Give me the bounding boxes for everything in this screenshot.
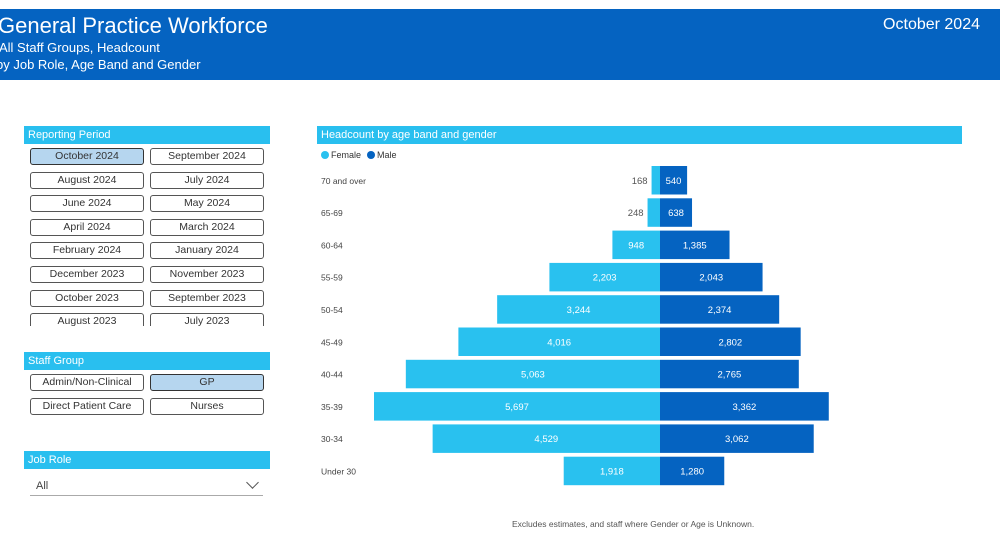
report-title: General Practice Workforce xyxy=(0,13,268,38)
male-value-label: 2,374 xyxy=(708,305,732,316)
male-swatch-icon xyxy=(367,151,376,159)
male-value-label: 1,280 xyxy=(680,466,704,477)
male-value-label: 3,362 xyxy=(732,402,756,413)
staff-group-option[interactable]: GP xyxy=(150,374,264,391)
bar-male[interactable] xyxy=(660,456,725,486)
period-option[interactable]: August 2024 xyxy=(30,171,144,189)
period-option[interactable]: April 2024 xyxy=(30,218,144,236)
chart-legend: Female Male xyxy=(321,150,397,160)
period-option[interactable]: October 2023 xyxy=(30,289,144,307)
period-option[interactable]: October 2024 xyxy=(30,148,144,165)
bar-male[interactable] xyxy=(660,198,693,227)
female-swatch-icon xyxy=(321,151,329,159)
age-band-label: 60-64 xyxy=(321,240,343,250)
bar-female[interactable] xyxy=(563,456,660,486)
job-role-heading: Job Role xyxy=(24,451,270,469)
bar-female[interactable] xyxy=(374,392,660,421)
age-band-label: 45-49 xyxy=(321,337,343,347)
reporting-period-heading: Reporting Period xyxy=(24,126,270,144)
legend-male[interactable]: Male xyxy=(367,150,397,160)
staff-group-option[interactable]: Direct Patient Care xyxy=(30,398,144,415)
period-option[interactable]: July 2023 xyxy=(150,313,264,326)
bar-female[interactable] xyxy=(458,327,660,357)
male-value-label: 3,062 xyxy=(725,434,749,445)
legend-male-label: Male xyxy=(377,150,397,160)
age-band-label: 70 and over xyxy=(321,176,366,186)
male-value-label: 2,765 xyxy=(718,370,742,381)
female-value-label: 5,063 xyxy=(521,370,545,381)
age-band-label: 65-69 xyxy=(321,208,343,218)
chart-footnote: Excludes estimates, and staff where Gend… xyxy=(512,519,755,529)
female-value-label: 5,697 xyxy=(505,402,529,413)
staff-group-heading: Staff Group xyxy=(24,352,270,370)
female-value-label: 4,016 xyxy=(547,337,571,348)
period-option[interactable]: February 2024 xyxy=(30,242,144,260)
reporting-period-slicer[interactable]: October 2024 September 2024 August 2024 Jul… xyxy=(24,145,270,326)
bar-female[interactable] xyxy=(651,166,660,195)
period-option[interactable]: August 2023 xyxy=(30,313,144,326)
current-period: October 2024 xyxy=(883,16,980,33)
bar-male[interactable] xyxy=(660,359,799,389)
female-value-label: 248 xyxy=(628,208,644,219)
bar-male[interactable] xyxy=(660,230,730,260)
period-option[interactable]: June 2024 xyxy=(30,195,144,213)
male-value-label: 2,043 xyxy=(699,273,723,284)
male-value-label: 1,385 xyxy=(683,240,707,251)
period-option[interactable]: March 2024 xyxy=(150,218,264,236)
male-value-label: 2,802 xyxy=(718,337,742,348)
female-value-label: 168 xyxy=(632,176,648,187)
age-band-label: 55-59 xyxy=(321,273,343,283)
period-option[interactable]: July 2024 xyxy=(150,171,264,189)
age-band-label: 35-39 xyxy=(321,402,343,412)
bar-male[interactable] xyxy=(660,295,780,324)
report-subtitle-breakdown: by Job Role, Age Band and Gender xyxy=(0,57,201,72)
legend-female[interactable]: Female xyxy=(321,150,361,160)
bar-female[interactable] xyxy=(549,262,660,292)
period-option[interactable]: September 2024 xyxy=(150,148,264,165)
staff-group-option[interactable]: Nurses xyxy=(150,398,264,415)
report-header: General Practice Workforce All Staff Gro… xyxy=(0,9,1000,80)
bar-female[interactable] xyxy=(432,424,660,453)
female-value-label: 4,529 xyxy=(534,434,558,445)
female-value-label: 2,203 xyxy=(593,273,617,284)
staff-group-option[interactable]: Admin/Non-Clinical xyxy=(30,374,144,391)
female-value-label: 1,918 xyxy=(600,466,624,477)
period-option[interactable]: May 2024 xyxy=(150,195,264,213)
female-value-label: 948 xyxy=(628,240,644,251)
bar-male[interactable] xyxy=(660,327,801,357)
age-band-label: 30-34 xyxy=(321,434,343,444)
period-option[interactable]: November 2023 xyxy=(150,266,264,283)
male-value-label: 540 xyxy=(666,176,682,187)
chart-title: Headcount by age band and gender xyxy=(317,126,962,144)
bar-male[interactable] xyxy=(660,424,814,453)
age-band-label: 40-44 xyxy=(321,370,343,380)
job-role-value: All xyxy=(36,480,49,492)
period-option[interactable]: January 2024 xyxy=(150,242,264,260)
female-value-label: 3,244 xyxy=(567,305,591,316)
age-band-label: Under 30 xyxy=(321,466,356,476)
period-option[interactable]: December 2023 xyxy=(30,266,144,283)
job-role-dropdown[interactable]: All xyxy=(30,476,263,496)
legend-female-label: Female xyxy=(331,150,362,160)
bar-female[interactable] xyxy=(612,230,660,260)
bar-male[interactable] xyxy=(660,262,763,292)
bar-female[interactable] xyxy=(497,295,660,324)
male-value-label: 638 xyxy=(668,208,684,219)
age-band-label: 50-54 xyxy=(321,305,343,315)
bar-male[interactable] xyxy=(660,392,829,421)
report-subtitle-staff: All Staff Groups, Headcount xyxy=(0,40,160,55)
bar-male[interactable] xyxy=(660,166,688,195)
bar-female[interactable] xyxy=(405,359,660,389)
period-option[interactable]: September 2023 xyxy=(150,289,264,307)
bar-female[interactable] xyxy=(647,198,660,227)
